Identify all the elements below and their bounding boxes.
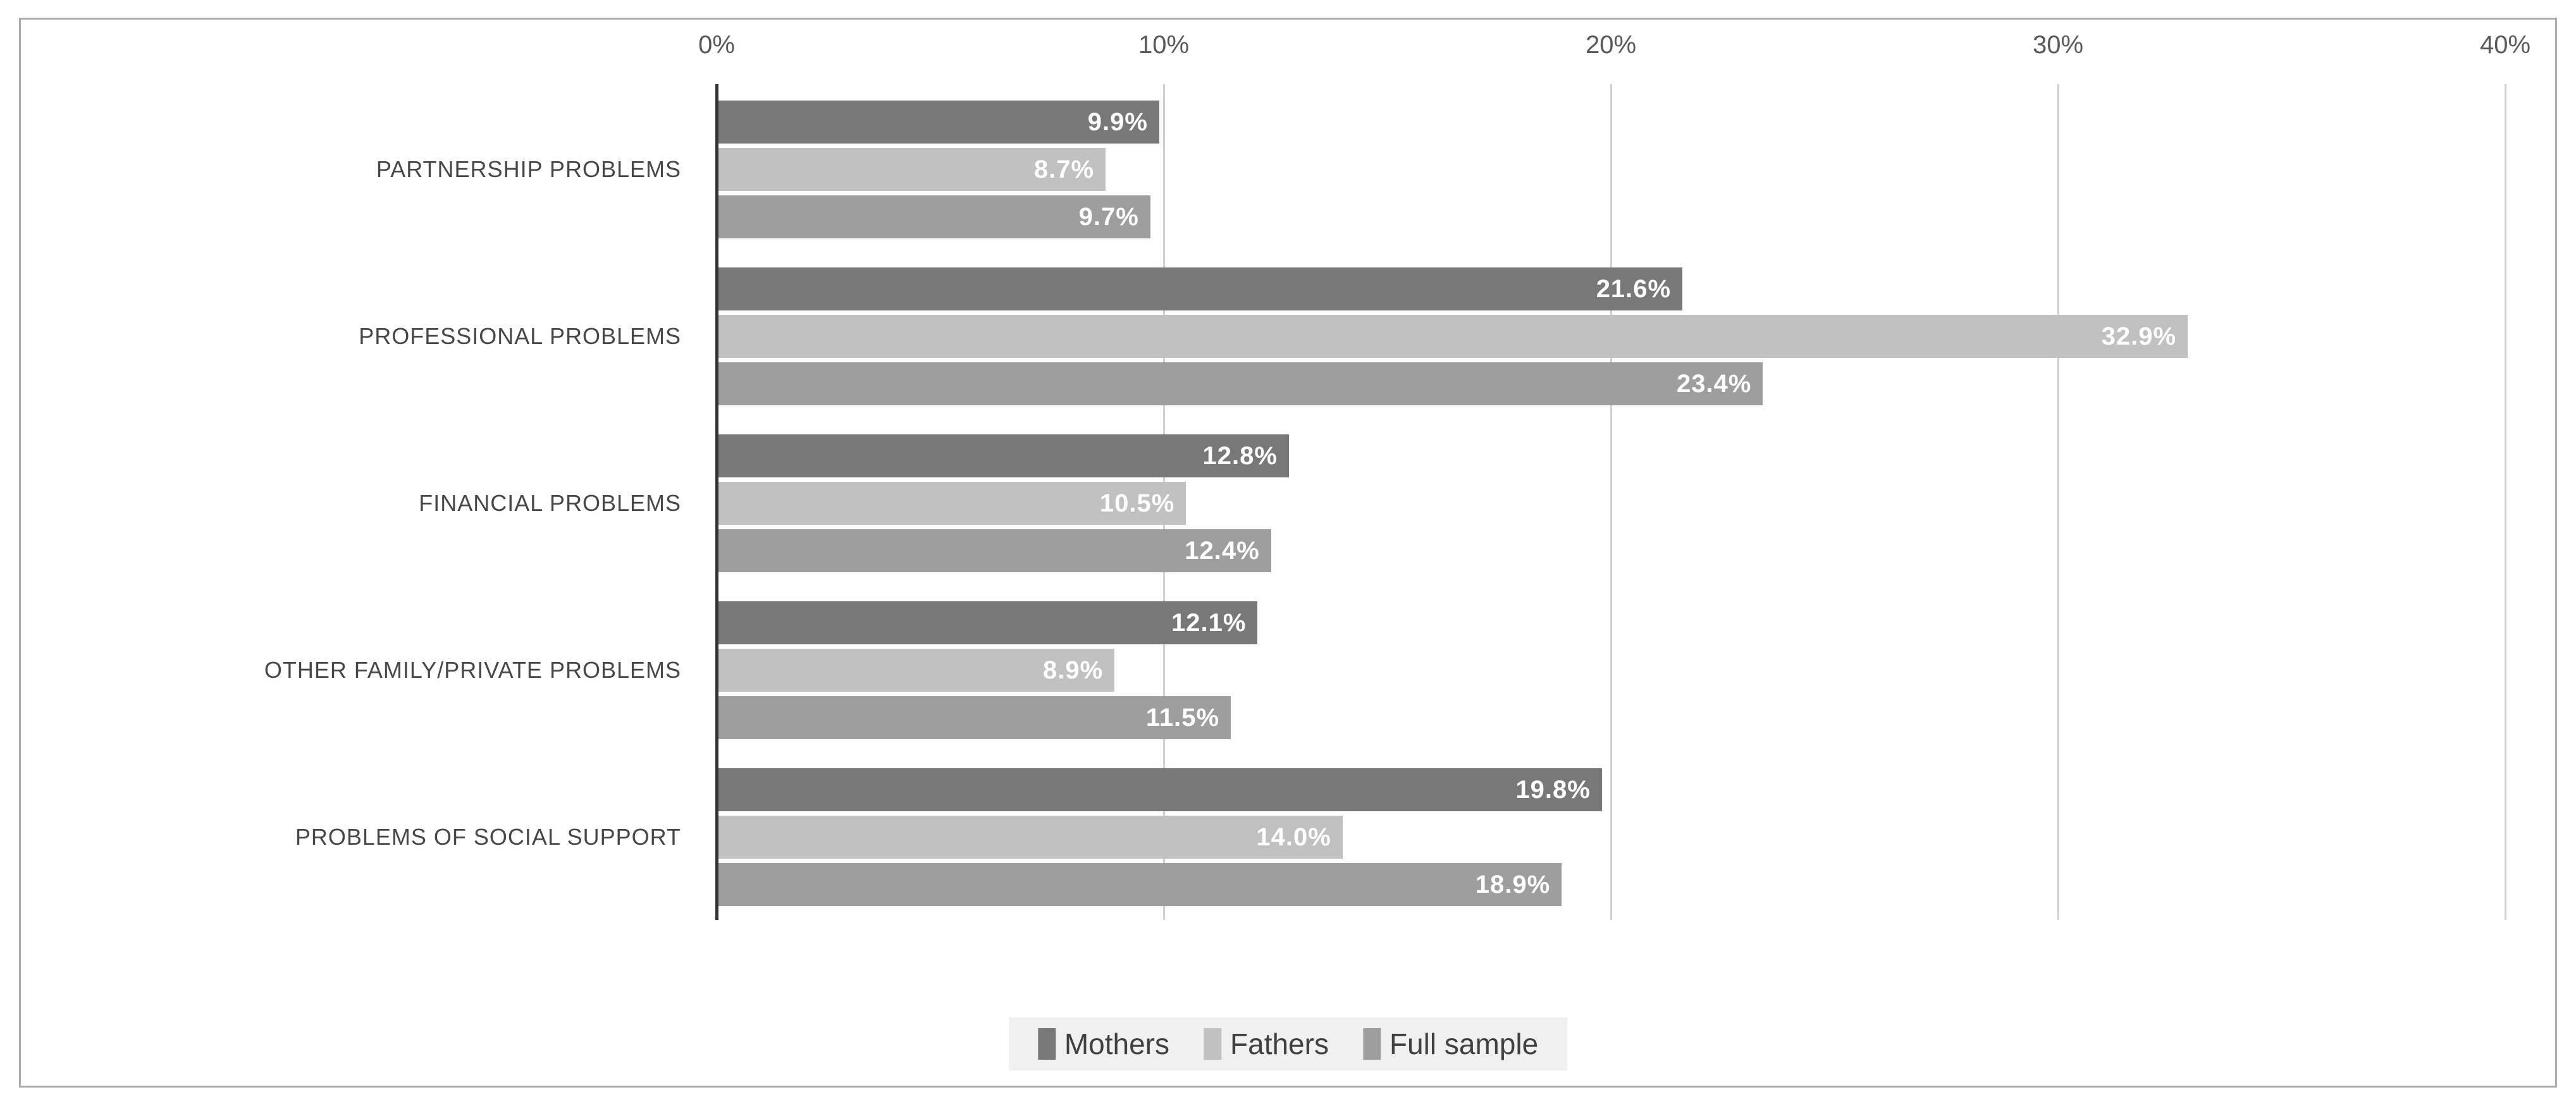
legend-item: Fathers xyxy=(1204,1027,1329,1061)
bar-value-label: 21.6% xyxy=(1596,274,1672,303)
y-axis-line xyxy=(715,84,718,920)
bar: 12.8% xyxy=(717,434,1289,477)
category-label: OTHER FAMILY/PRIVATE PROBLEMS xyxy=(264,657,681,683)
bar-value-label: 14.0% xyxy=(1256,823,1331,851)
bar: 9.7% xyxy=(717,195,1150,238)
category-label: PROFESSIONAL PROBLEMS xyxy=(359,323,681,349)
x-tick-label: 30% xyxy=(2032,31,2084,59)
bar-value-label: 12.8% xyxy=(1202,441,1278,470)
legend: Mothers Fathers Full sample xyxy=(1008,1017,1568,1070)
legend-swatch-icon xyxy=(1037,1028,1056,1060)
gridline xyxy=(2057,84,2059,920)
bar: 18.9% xyxy=(717,863,1562,906)
category-label: PARTNERSHIP PROBLEMS xyxy=(376,156,681,182)
bar-value-label: 12.4% xyxy=(1185,536,1260,565)
legend-item: Mothers xyxy=(1037,1027,1170,1061)
legend-label: Fathers xyxy=(1230,1027,1329,1060)
category-axis: PARTNERSHIP PROBLEMS PROFESSIONAL PROBLEM… xyxy=(21,84,681,920)
bar-value-label: 10.5% xyxy=(1099,489,1175,517)
category-label: FINANCIAL PROBLEMS xyxy=(419,490,681,516)
bar: 8.7% xyxy=(717,148,1106,191)
bar-value-label: 18.9% xyxy=(1475,870,1551,899)
legend-item: Full sample xyxy=(1362,1027,1539,1061)
bar: 11.5% xyxy=(717,696,1231,739)
bar: 10.5% xyxy=(717,482,1186,525)
bar: 9.9% xyxy=(717,101,1159,144)
bar-value-label: 9.7% xyxy=(1078,202,1139,231)
x-tick-label: 40% xyxy=(2479,31,2531,59)
gridline xyxy=(1610,84,1612,920)
bar-value-label: 23.4% xyxy=(1676,369,1752,398)
legend-label: Mothers xyxy=(1064,1027,1170,1060)
bar: 14.0% xyxy=(717,816,1343,859)
bar-value-label: 9.9% xyxy=(1087,107,1148,136)
bar-value-label: 11.5% xyxy=(1145,703,1220,732)
plot-area: 9.9% 8.7% 9.7% 21.6% 32.9% 23.4% 12.8% 10.5% 12.… xyxy=(715,84,2506,920)
x-axis-tick-row: 0% 10% 20% 30% 40% xyxy=(21,26,2555,64)
bar: 8.9% xyxy=(717,649,1115,692)
x-tick-label: 10% xyxy=(1138,31,1190,59)
bar: 21.6% xyxy=(717,267,1683,310)
x-tick-label: 20% xyxy=(1585,31,1637,59)
bar-value-label: 12.1% xyxy=(1171,608,1247,637)
x-tick-label: 0% xyxy=(698,31,735,59)
chart-figure: 0% 10% 20% 30% 40% PARTNERSHIP PROBLEMS PROFE… xyxy=(19,18,2557,1088)
legend-label: Full sample xyxy=(1389,1027,1539,1060)
bar: 23.4% xyxy=(717,362,1763,405)
bar: 12.4% xyxy=(717,529,1271,572)
bar: 19.8% xyxy=(717,768,1602,811)
legend-swatch-icon xyxy=(1362,1028,1381,1060)
bar: 32.9% xyxy=(717,315,2188,358)
bar-value-label: 8.7% xyxy=(1033,155,1095,183)
bar: 12.1% xyxy=(717,601,1258,644)
legend-swatch-icon xyxy=(1204,1028,1222,1060)
gridline xyxy=(2505,84,2506,920)
category-label: PROBLEMS OF SOCIAL SUPPORT xyxy=(295,824,681,850)
bar-value-label: 19.8% xyxy=(1515,775,1591,804)
bar-value-label: 32.9% xyxy=(2101,322,2177,350)
bar-value-label: 8.9% xyxy=(1043,656,1104,684)
